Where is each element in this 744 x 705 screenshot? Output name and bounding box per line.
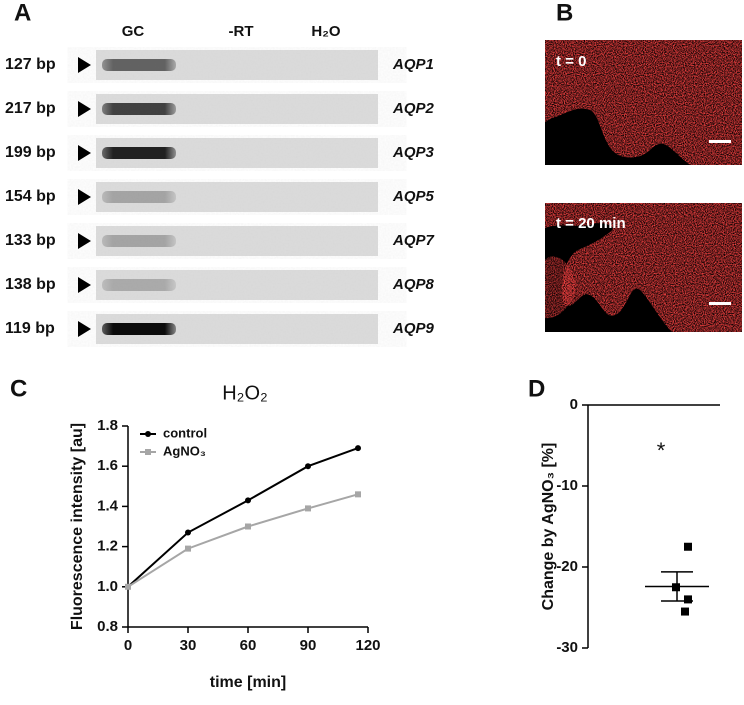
y-tick-label: 0.8 bbox=[97, 618, 118, 635]
lane-header: H₂O bbox=[311, 23, 340, 40]
data-point bbox=[681, 607, 689, 616]
y-tick-label: -30 bbox=[556, 639, 578, 656]
gene-name: AQP8 bbox=[392, 276, 435, 293]
gel-band bbox=[102, 103, 176, 115]
band-size: 119 bp bbox=[5, 320, 55, 337]
panel-letter: B bbox=[556, 0, 573, 26]
chart-title: H₂O₂ bbox=[222, 382, 268, 404]
legend-label: control bbox=[163, 425, 207, 440]
data-point bbox=[305, 463, 311, 470]
data-point bbox=[684, 542, 692, 551]
data-point bbox=[185, 529, 191, 536]
data-point bbox=[245, 523, 251, 530]
band-size: 199 bp bbox=[5, 144, 56, 161]
arrowhead bbox=[78, 189, 91, 205]
series-line bbox=[127, 493, 359, 588]
y-tick-label: 0 bbox=[570, 396, 578, 413]
x-tick-label: 120 bbox=[355, 637, 380, 654]
micrograph bbox=[545, 40, 742, 165]
band-size: 133 bp bbox=[5, 232, 56, 249]
gene-name: AQP9 bbox=[392, 320, 435, 337]
arrowhead bbox=[78, 321, 91, 337]
y-tick-label: 1.2 bbox=[97, 538, 118, 555]
arrowhead bbox=[78, 277, 91, 293]
gene-name: AQP1 bbox=[392, 56, 434, 73]
lane-header: -RT bbox=[229, 23, 254, 40]
data-point bbox=[305, 505, 311, 512]
y-tick-label: 1.0 bbox=[97, 578, 118, 595]
band-size: 138 bp bbox=[5, 276, 56, 293]
y-tick-label: 1.4 bbox=[97, 497, 119, 514]
gene-name: AQP7 bbox=[392, 232, 435, 249]
y-tick-label: 1.8 bbox=[97, 417, 118, 434]
y-tick-label: -20 bbox=[556, 558, 578, 575]
x-tick-label: 0 bbox=[124, 637, 132, 654]
arrowhead bbox=[78, 233, 91, 249]
arrowhead bbox=[78, 145, 91, 161]
x-tick-label: 60 bbox=[240, 637, 257, 654]
legend-marker bbox=[145, 449, 151, 455]
gel-band bbox=[102, 235, 176, 247]
arrowhead bbox=[78, 57, 91, 73]
micrograph-label: t = 20 min bbox=[556, 215, 626, 232]
data-point bbox=[125, 583, 131, 590]
data-point bbox=[245, 497, 251, 504]
gel-band bbox=[102, 323, 176, 335]
gel-band bbox=[102, 191, 176, 203]
lane-header: GC bbox=[122, 23, 145, 40]
micrograph-label: t = 0 bbox=[556, 53, 586, 70]
gene-name: AQP5 bbox=[392, 188, 435, 205]
gene-name: AQP2 bbox=[392, 100, 435, 117]
panel-letter: A bbox=[14, 0, 31, 26]
y-axis-label: Change by AgNO₃ [%] bbox=[540, 443, 557, 611]
data-point bbox=[684, 595, 692, 604]
x-axis-label: time [min] bbox=[210, 674, 286, 691]
y-axis-label: Fluorescence intensity [au] bbox=[69, 423, 86, 630]
micrograph bbox=[545, 203, 742, 332]
legend-label: AgNO₃ bbox=[163, 443, 206, 458]
gel-band bbox=[102, 59, 176, 71]
x-tick-label: 30 bbox=[180, 637, 197, 654]
band-size: 154 bp bbox=[5, 188, 56, 205]
data-point bbox=[185, 545, 191, 552]
band-size: 217 bp bbox=[5, 100, 56, 117]
annotation: * bbox=[657, 438, 666, 463]
x-tick-label: 90 bbox=[300, 637, 317, 654]
gel-band bbox=[102, 279, 176, 291]
data-point bbox=[355, 491, 361, 498]
band-size: 127 bp bbox=[5, 56, 56, 73]
data-point bbox=[355, 445, 361, 452]
data-point bbox=[672, 583, 680, 592]
gene-name: AQP3 bbox=[392, 144, 435, 161]
y-tick-label: -10 bbox=[556, 477, 578, 494]
y-tick-label: 1.6 bbox=[97, 457, 118, 474]
gel-band bbox=[102, 147, 176, 159]
arrowhead bbox=[78, 101, 91, 117]
panel-letter: D bbox=[528, 375, 545, 402]
panel-letter: C bbox=[10, 375, 27, 402]
legend-marker bbox=[145, 431, 151, 437]
